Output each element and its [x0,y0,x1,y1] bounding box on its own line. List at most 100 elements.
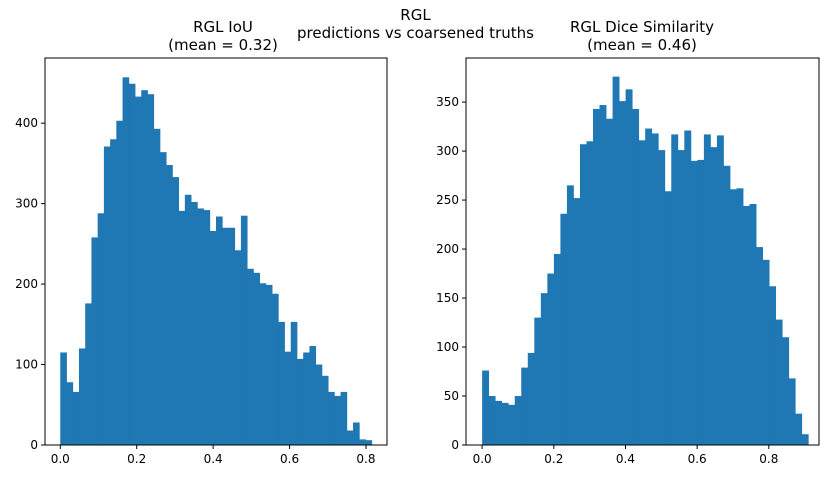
chart2-title-line2: (mean = 0.46) [587,36,697,54]
dice-bar [560,213,568,445]
chart2-title-line1: RGL Dice Similarity [569,18,715,36]
iou-bar [240,215,248,445]
dice-bar [566,185,574,445]
iou-bar [353,422,360,445]
iou-bar [141,90,148,446]
iou-bar [290,321,298,445]
iou-bar [303,352,310,445]
dice-bar [756,247,763,445]
iou-bar [97,213,105,445]
dice-bar [540,293,548,445]
iou-bar [203,210,211,445]
iou-xtick-label: 0.4 [204,452,223,466]
figure-suptitle-line1: RGL [400,6,431,24]
dice-bar [645,128,653,446]
dice-bar [677,150,685,445]
dice-bar [651,133,659,445]
dice-bar [599,105,607,445]
dice-bar [586,141,594,445]
dice-xtick-label: 0.0 [473,452,492,466]
dice-bar [671,134,679,446]
iou-bar [178,210,186,445]
iou-axes-frame [44,57,388,446]
dice-bar [658,150,666,445]
dice-xtick-label: 0.8 [759,452,778,466]
iou-bar [135,96,142,446]
dice-bar [606,118,613,446]
dice-bar [788,378,796,445]
iou-bar [321,375,329,445]
chart1-title-line2: (mean = 0.32) [168,36,278,54]
dice-bar [703,134,711,446]
iou-bar [272,293,279,445]
iou-bar [296,358,304,445]
iou-bar [359,439,366,445]
iou-bar [334,395,341,445]
dice-ytick-label: 350 [436,95,459,109]
iou-bar [278,321,285,445]
iou-bar [91,237,99,445]
iou-ytick-label: 400 [15,116,38,130]
dice-bars [482,76,809,446]
dice-bar [690,160,698,445]
iou-bar [234,250,242,445]
dice-bar [664,191,672,445]
iou-xtick-label: 0.2 [127,452,146,466]
iou-bar [110,139,117,445]
dice-bar [697,159,705,445]
dice-axes-frame [465,57,820,446]
iou-bar [309,346,317,445]
dice-bar [501,402,509,445]
iou-bar [209,230,217,445]
iou-bar [60,352,67,445]
dice-bar [743,205,750,445]
iou-bar [228,227,236,445]
iou-ytick-label: 200 [15,277,38,291]
dice-bar [514,396,522,445]
dice-bar [729,189,737,445]
dice-bar [508,404,516,445]
iou-bar [340,391,348,445]
dice-bar [612,76,620,446]
dice-bar [547,273,555,445]
dice-bar [684,130,692,445]
chart1-title-line1: RGL IoU [193,18,253,36]
iou-bar [259,283,267,445]
iou-bar [72,391,80,445]
dice-bar [801,434,809,445]
iou-bar [66,382,74,445]
dice-bar [482,370,490,445]
dice-xtick-label: 0.6 [688,452,707,466]
iou-ytick-label: 100 [15,358,38,372]
iou-bars [60,77,373,446]
dice-bar [736,188,744,445]
dice-bar [593,108,600,445]
iou-bar [365,440,373,445]
iou-xtick-label: 0.8 [356,452,375,466]
iou-bar [172,177,180,445]
dice-bar [495,400,503,445]
dice-bar [795,413,803,445]
dice-ytick-label: 200 [436,242,459,256]
dice-bar [579,144,587,445]
dice-bar [521,367,529,445]
dice-bar [638,140,646,446]
figure-suptitle-line2: predictions vs coarsened truths [297,24,534,42]
iou-bar [191,202,198,445]
dice-bar [723,165,731,445]
dice-bar [632,108,640,445]
iou-bar [284,351,292,445]
iou-bar [78,348,86,445]
dice-xtick-label: 0.4 [616,452,635,466]
dice-xtick-label: 0.2 [544,452,563,466]
iou-bar [147,94,155,446]
iou-bar [184,194,192,445]
iou-xtick-label: 0.0 [51,452,70,466]
iou-bar [253,272,260,445]
dice-bar [762,259,770,445]
iou-bar [216,216,223,445]
dice-bar [782,337,790,445]
dice-ytick-label: 0 [451,438,459,452]
